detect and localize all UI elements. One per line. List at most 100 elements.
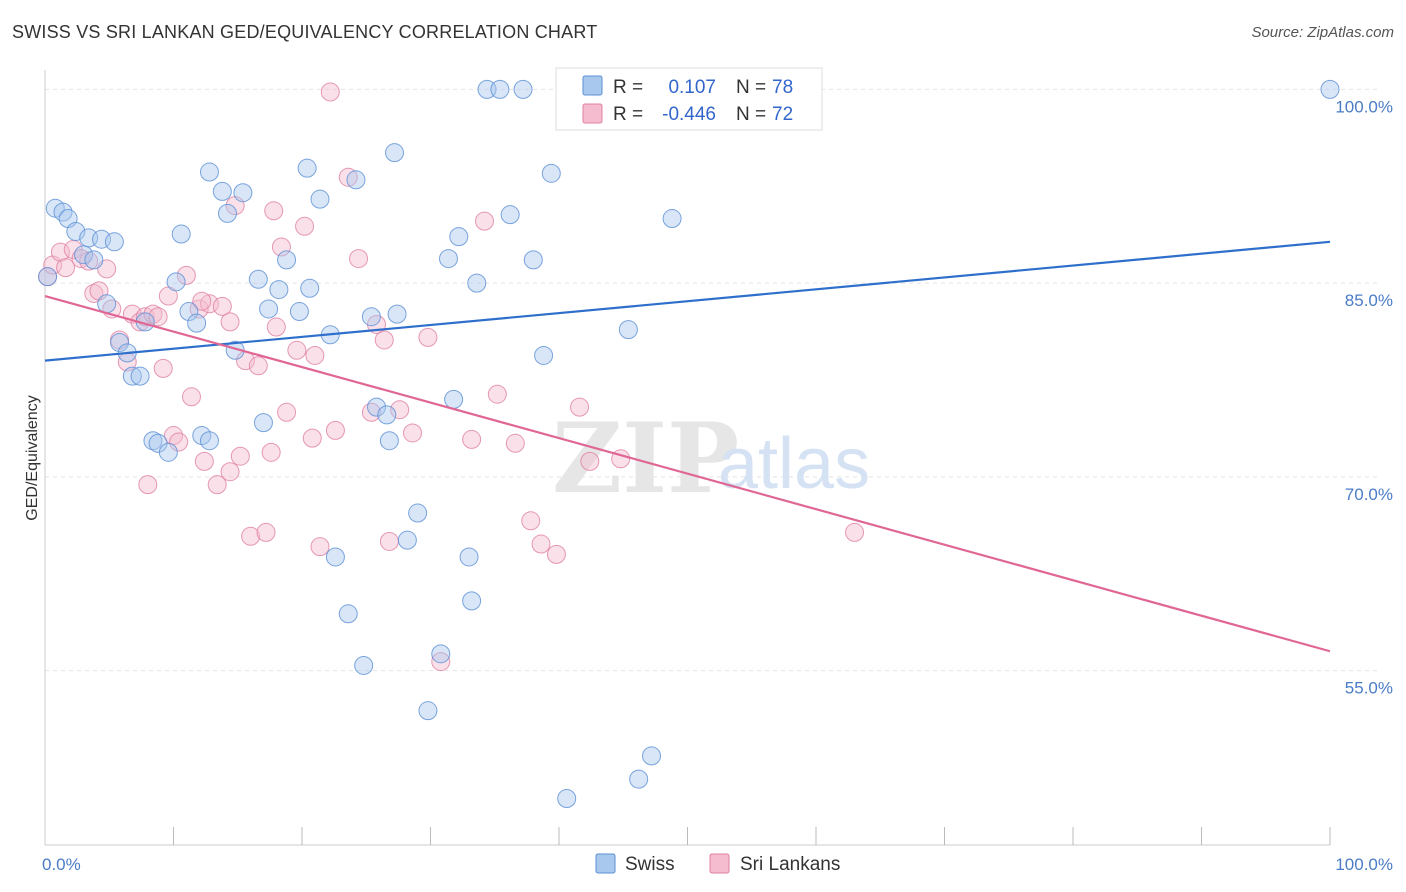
srilankan-point: [220, 462, 240, 482]
swiss-point: [253, 413, 273, 433]
legend-n-value-swiss: 78: [772, 77, 793, 98]
watermark: ZIP atlas: [552, 402, 870, 515]
legend-n-value-srilankan: 72: [772, 104, 793, 125]
srilankan-point: [84, 283, 104, 303]
swiss-point: [104, 232, 124, 252]
swiss-point: [179, 302, 199, 322]
swiss-point: [387, 304, 407, 324]
source-credit: Source: ZipAtlas.com: [1251, 24, 1394, 41]
legend-box: R = 0.107 N = 78 R = -0.446 N = 72: [555, 67, 823, 131]
legend-r-label-srilankan: R =: [613, 104, 643, 125]
swiss-point: [379, 431, 399, 451]
swiss-point: [354, 655, 374, 675]
swiss-point: [418, 701, 438, 721]
srilankan-point: [266, 317, 286, 337]
legend-r-value-srilankan: -0.446: [662, 104, 716, 125]
srilankan-point: [148, 307, 168, 327]
legend-n-label-srilankan: N =: [736, 104, 766, 125]
swiss-point: [459, 547, 479, 567]
swiss-point: [233, 183, 253, 203]
swiss-point: [629, 769, 649, 789]
srilankan-point: [176, 265, 196, 285]
swiss-point: [662, 209, 682, 229]
swiss-point: [143, 431, 163, 451]
y-axis-label: GED/Equivalency: [24, 395, 41, 520]
swiss-point: [500, 205, 520, 225]
y-tick-labels: 55.0% 70.0% 85.0% 100.0%: [1335, 97, 1393, 697]
srilankan-point: [305, 345, 325, 365]
srilankan-points: [38, 82, 865, 672]
srilankan-point: [374, 330, 394, 350]
swiss-point: [325, 547, 345, 567]
swiss-point: [513, 79, 533, 99]
srilankan-point: [241, 526, 261, 546]
swiss-point: [217, 203, 237, 223]
swiss-point: [38, 267, 58, 287]
srilankan-point: [505, 433, 525, 453]
swiss-point: [259, 299, 279, 319]
srilankan-point: [474, 211, 494, 231]
swiss-point: [642, 746, 662, 766]
srilankan-point: [194, 451, 214, 471]
srilankan-point: [580, 451, 600, 471]
swiss-point: [1320, 79, 1340, 99]
srilankan-point: [462, 429, 482, 449]
y-tick-label: 70.0%: [1345, 485, 1393, 504]
srilankan-point: [230, 446, 250, 466]
legend-r-value-swiss: 0.107: [668, 77, 716, 98]
srilankan-point: [207, 475, 227, 495]
srilankan-point: [302, 428, 322, 448]
swiss-point: [385, 143, 405, 163]
swiss-point: [541, 163, 561, 183]
swiss-point: [158, 442, 178, 462]
srilankan-point: [277, 402, 297, 422]
srilankan-point: [220, 312, 240, 332]
grid-lines: [45, 88, 1380, 672]
swiss-point: [408, 503, 428, 523]
x-tick-label: 0.0%: [42, 855, 81, 874]
srilankan-point: [256, 522, 276, 542]
legend-swatch-swiss: [582, 75, 603, 96]
swiss-point: [289, 302, 309, 322]
axes: [44, 70, 1331, 846]
swiss-point: [300, 278, 320, 298]
swiss-point: [523, 250, 543, 270]
srilankan-point: [349, 249, 369, 269]
bottom-legend-label-swiss: Swiss: [625, 854, 675, 875]
swiss-point: [367, 397, 387, 417]
swiss-point: [84, 250, 104, 270]
swiss-point: [277, 250, 297, 270]
swiss-point: [212, 181, 232, 201]
y-tick-label: 55.0%: [1345, 679, 1393, 698]
srilankan-point: [143, 304, 163, 324]
bottom-legend-label-srilankan: Sri Lankans: [740, 854, 840, 875]
srilankan-point: [418, 327, 438, 347]
x-tick-labels: 0.0% 100.0%: [42, 855, 1393, 874]
watermark-zip: ZIP: [552, 402, 739, 515]
srilankan-point: [431, 652, 451, 672]
trend-lines: [44, 240, 1331, 653]
legend-n-label-swiss: N =: [736, 77, 766, 98]
swiss-point: [269, 280, 289, 300]
swiss-point: [166, 272, 186, 292]
srilankan-point: [287, 340, 307, 360]
srilankan-trend-line: [44, 294, 1331, 653]
srilankan-point: [361, 402, 381, 422]
swiss-point: [122, 366, 142, 386]
swiss-point: [618, 320, 638, 340]
srilankan-point: [181, 387, 201, 407]
srilankan-point: [403, 423, 423, 443]
swiss-point: [462, 591, 482, 611]
srilankan-point: [212, 296, 232, 316]
srilankan-point: [521, 511, 541, 531]
legend-r-label-swiss: R =: [613, 77, 643, 98]
swiss-point: [187, 313, 207, 333]
srilankan-point: [487, 384, 507, 404]
x-tick-label: 100.0%: [1335, 855, 1393, 874]
swiss-point: [130, 366, 150, 386]
swiss-point: [338, 604, 358, 624]
swiss-point: [346, 170, 366, 190]
srilankan-point: [379, 531, 399, 551]
swiss-points: [38, 79, 1340, 808]
srilankan-point: [264, 201, 284, 221]
